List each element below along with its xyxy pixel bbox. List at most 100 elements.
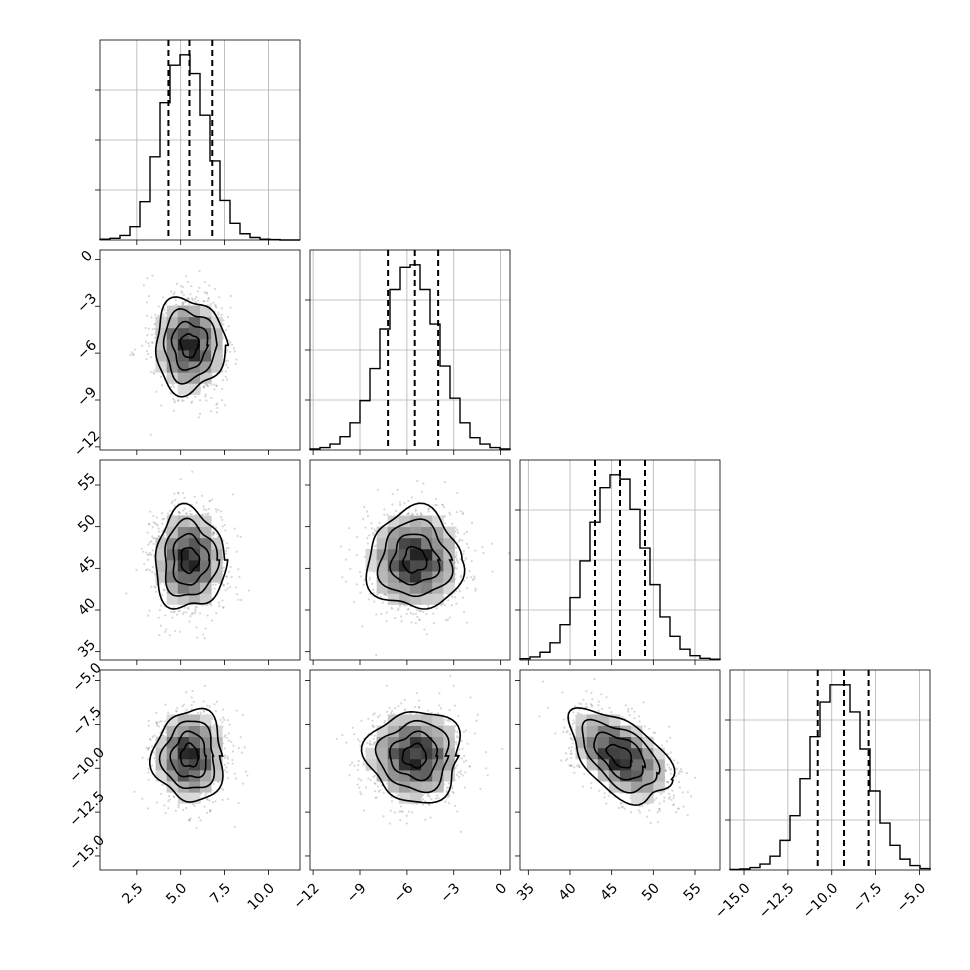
sample-point — [203, 291, 206, 294]
density-cell — [443, 560, 455, 572]
density-cell — [410, 537, 422, 550]
sample-point — [388, 706, 391, 709]
sample-point — [633, 717, 636, 720]
sample-point — [459, 558, 462, 561]
sample-point — [212, 301, 215, 304]
sample-point — [474, 587, 477, 590]
density-cell — [432, 571, 444, 583]
sample-point — [563, 726, 566, 729]
sample-point — [209, 809, 212, 812]
sample-point — [376, 715, 380, 719]
density-cell — [421, 582, 433, 594]
density-cell — [177, 781, 190, 793]
sample-point — [391, 503, 394, 506]
sample-point — [184, 606, 187, 609]
density-cell — [443, 537, 455, 550]
density-cell — [653, 770, 665, 782]
sample-point — [569, 756, 573, 759]
sample-point — [164, 728, 167, 731]
sample-point — [237, 598, 240, 601]
sample-point — [207, 507, 210, 511]
sample-point — [188, 819, 191, 822]
sample-point — [598, 789, 601, 792]
sample-point — [359, 591, 362, 594]
sample-point — [409, 612, 412, 615]
density-cell — [188, 305, 201, 318]
sample-point — [440, 604, 443, 607]
sample-point — [376, 593, 379, 596]
sample-point — [576, 712, 580, 715]
sample-point — [364, 526, 367, 529]
sample-point — [213, 383, 216, 386]
sample-point — [174, 809, 177, 812]
sample-point — [222, 319, 225, 322]
y-tick-label: −15.0 — [66, 832, 108, 874]
sample-point — [455, 567, 458, 570]
sample-point — [191, 689, 194, 693]
sample-point — [349, 763, 352, 767]
sample-point — [195, 501, 198, 504]
sample-point — [447, 599, 450, 602]
sample-point — [226, 315, 230, 319]
density-cell — [166, 327, 179, 340]
sample-point — [177, 804, 180, 807]
sample-point — [560, 759, 563, 762]
density-cell — [188, 571, 201, 583]
sample-point — [373, 545, 376, 548]
sample-point — [224, 359, 228, 363]
sample-point — [656, 821, 660, 824]
sample-point — [223, 404, 227, 407]
sample-point — [373, 600, 376, 603]
sample-point — [366, 515, 370, 518]
sample-point — [199, 711, 203, 715]
density-cell — [631, 725, 643, 738]
sample-point — [471, 578, 475, 581]
sample-point — [149, 433, 152, 436]
sample-point — [220, 398, 224, 402]
sample-point — [638, 805, 642, 808]
sample-point — [465, 621, 469, 624]
density-cell — [166, 548, 179, 561]
sample-point — [391, 492, 394, 496]
sample-point — [448, 708, 451, 712]
sample-point — [623, 807, 626, 810]
sample-point — [150, 540, 153, 543]
density-cell — [177, 305, 190, 318]
sample-point — [210, 619, 213, 622]
sample-point — [430, 711, 433, 715]
density-cell — [387, 571, 400, 583]
sample-point — [390, 709, 394, 712]
sample-point — [147, 342, 150, 345]
sample-point — [462, 730, 466, 733]
y-tick-label: 50 — [75, 512, 99, 536]
sample-point — [243, 746, 246, 749]
sample-point — [147, 543, 150, 546]
sample-point — [456, 730, 459, 734]
sample-point — [172, 606, 176, 609]
sample-point — [148, 553, 151, 556]
panel-content — [335, 674, 504, 833]
sample-point — [182, 612, 185, 616]
sample-point — [162, 588, 165, 591]
sample-point — [432, 621, 436, 625]
density-cell — [642, 758, 654, 771]
sample-point — [672, 803, 675, 807]
sample-point — [167, 711, 170, 714]
contour-level-3 — [567, 707, 676, 806]
sample-point — [371, 582, 374, 586]
sample-point — [213, 703, 216, 706]
sample-point — [160, 404, 163, 407]
sample-point — [368, 742, 372, 745]
sample-point — [428, 795, 432, 798]
sample-point — [150, 764, 154, 767]
sample-point — [456, 810, 459, 813]
sample-point — [589, 703, 593, 706]
density-cell — [155, 770, 168, 782]
sample-point — [366, 542, 370, 545]
density-cell — [620, 770, 632, 782]
sample-point — [226, 366, 230, 369]
density-cell — [410, 758, 422, 771]
sample-point — [476, 713, 479, 716]
sample-point — [151, 526, 154, 529]
sample-point — [367, 777, 370, 780]
